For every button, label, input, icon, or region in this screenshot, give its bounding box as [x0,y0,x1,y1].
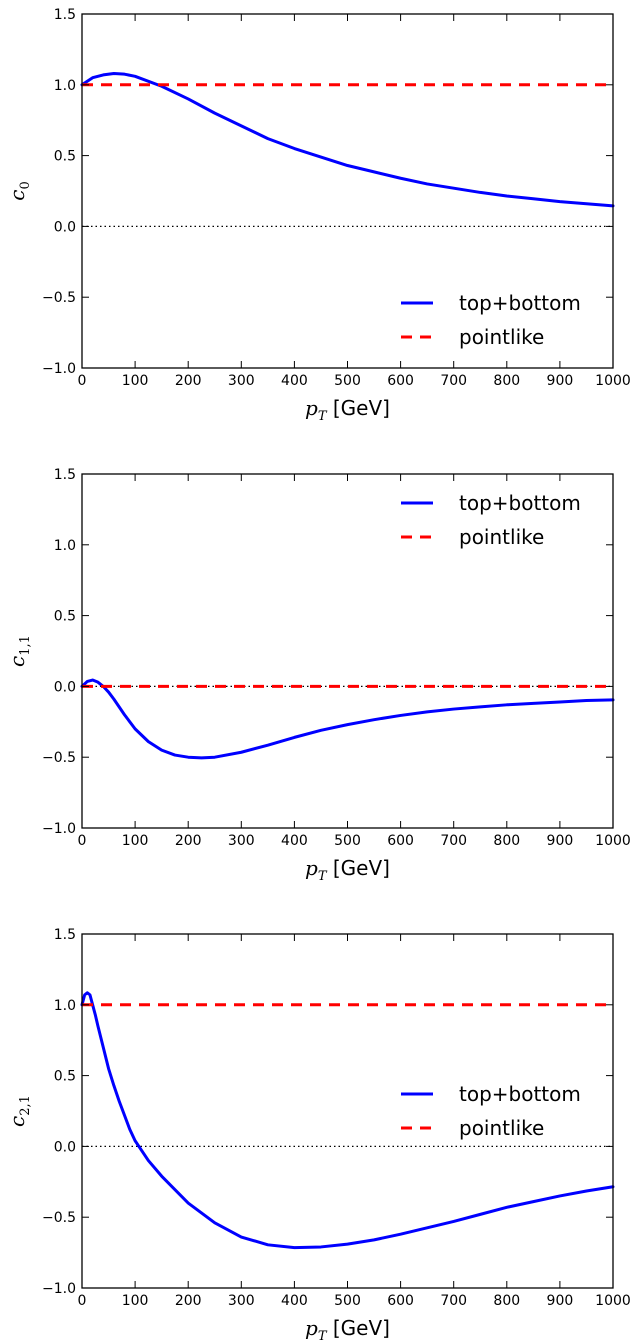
x-tick-label: 900 [547,1293,574,1309]
x-tick-label: 100 [122,833,149,849]
legend-label-top-bottom: top+bottom [459,491,581,515]
legend-label-pointlike: pointlike [459,1116,544,1140]
x-tick-label: 200 [175,833,202,849]
y-axis-label: c1,1 [5,635,33,667]
y-tick-label: 0.5 [54,609,76,625]
x-tick-label: 400 [281,373,308,389]
legend: top+bottom pointlike [401,1082,581,1140]
y-tick-label: 1.0 [54,998,76,1014]
y-tick-label: 0.0 [54,219,76,235]
y-axis-label: c2,1 [5,1095,33,1127]
chart-panel-1: 0 100 200 300 400 500 600 700 800 900 1000 −1.0 −0.5… [5,7,631,424]
x-tick-label: 500 [334,373,361,389]
y-tick-label: −1.0 [42,1281,76,1297]
series-line-top-bottom [80,71,615,208]
y-tick-label: 1.5 [54,927,76,943]
x-tick-label: 400 [281,1293,308,1309]
y-tick-label: −0.5 [42,750,76,766]
x-tick-label: 800 [493,1293,520,1309]
y-axis-label: c0 [5,181,33,200]
x-tick-label: 800 [493,833,520,849]
legend-label-top-bottom: top+bottom [459,1082,581,1106]
legend-label-pointlike: pointlike [459,325,544,349]
x-tick-label: 300 [228,833,255,849]
y-tick-label: 0.5 [54,149,76,165]
y-tick-label: −1.0 [42,361,76,377]
x-axis-label: pT [GeV] [305,396,390,424]
y-tick-label: 0.0 [54,679,76,695]
y-tick-label: 1.0 [54,78,76,94]
x-axis-label: pT [GeV] [305,856,390,884]
x-tick-label: 600 [387,373,414,389]
y-tick-label: −1.0 [42,821,76,837]
x-tick-label: 300 [228,373,255,389]
x-tick-label: 700 [440,833,467,849]
y-tick-label: 1.5 [54,7,76,23]
x-tick-label: 1000 [595,1293,631,1309]
y-tick-label: −0.5 [42,290,76,306]
x-tick-label: 100 [122,1293,149,1309]
legend: top+bottom pointlike [401,291,581,349]
chart-panel-2: 0 100 200 300 400 500 600 700 800 900 1000 −1.0 −0.5… [5,467,631,884]
x-axis-label: pT [GeV] [305,1316,390,1342]
x-tick-label: 500 [334,1293,361,1309]
x-tick-label: 0 [78,373,87,389]
x-tick-label: 200 [175,1293,202,1309]
y-tick-label: 1.0 [54,538,76,554]
x-tick-label: 300 [228,1293,255,1309]
x-tick-label: 100 [122,373,149,389]
legend: top+bottom pointlike [401,491,581,549]
x-tick-label: 900 [547,373,574,389]
x-tick-label: 700 [440,1293,467,1309]
chart-panel-3: 0 100 200 300 400 500 600 700 800 900 1000 −1.0 −0.5… [5,927,631,1342]
x-tick-label: 200 [175,373,202,389]
legend-label-pointlike: pointlike [459,525,544,549]
y-tick-label: 0.5 [54,1069,76,1085]
axes-frame [81,933,614,1289]
x-tick-label: 1000 [595,833,631,849]
x-tick-label: 900 [547,833,574,849]
legend-label-top-bottom: top+bottom [459,291,581,315]
y-tick-label: 1.5 [54,467,76,483]
x-tick-label: 0 [78,1293,87,1309]
x-tick-label: 500 [334,833,361,849]
x-tick-label: 400 [281,833,308,849]
x-tick-label: 600 [387,833,414,849]
series-line-top-bottom [80,991,615,1250]
y-tick-label: −0.5 [42,1210,76,1226]
series-line-top-bottom [80,678,615,760]
x-tick-label: 1000 [595,373,631,389]
y-tick-label: 0.0 [54,1139,76,1155]
x-tick-label: 0 [78,833,87,849]
x-tick-label: 700 [440,373,467,389]
x-tick-label: 800 [493,373,520,389]
x-tick-label: 600 [387,1293,414,1309]
